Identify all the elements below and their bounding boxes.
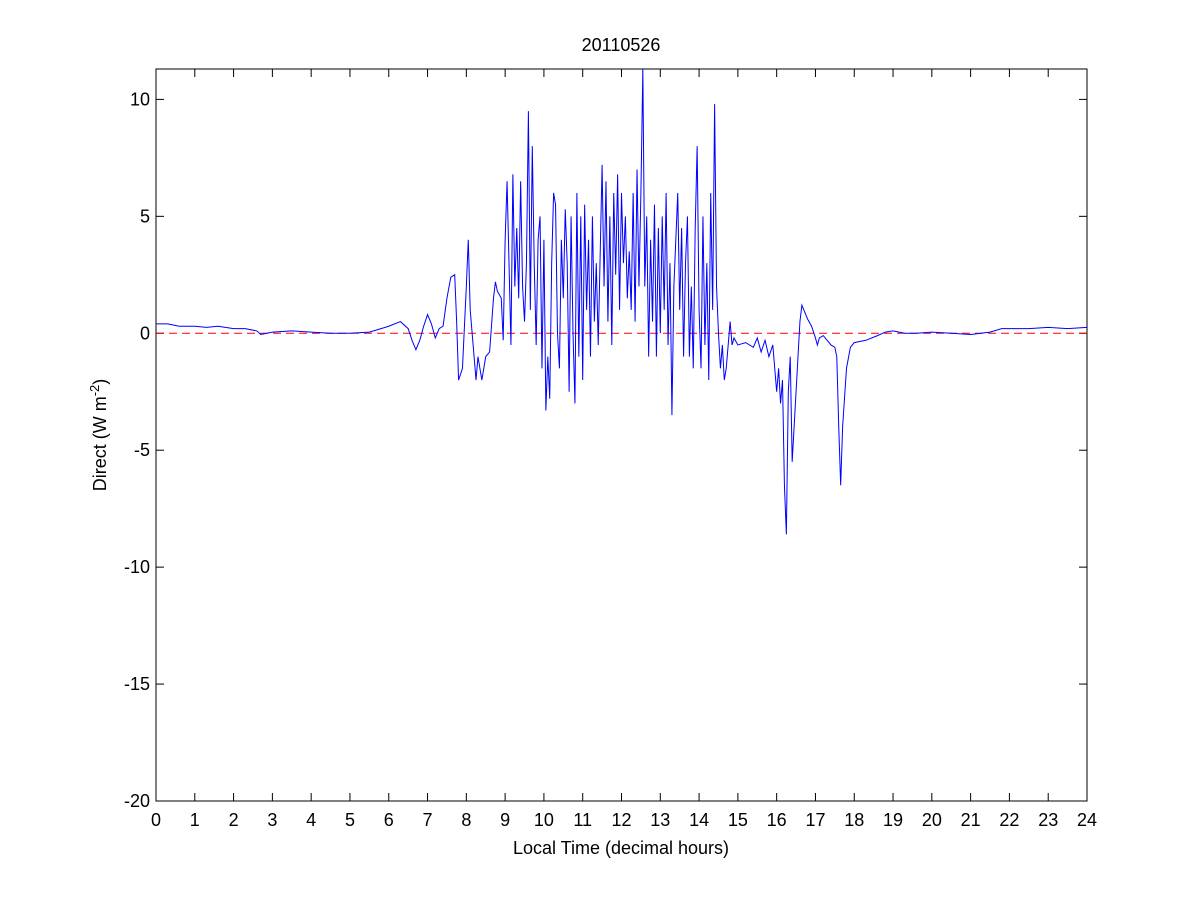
x-tick-label: 7 [423,810,433,830]
x-tick-label: 15 [728,810,748,830]
data-line [156,68,1088,535]
x-tick-label: 6 [384,810,394,830]
x-tick-label: 20 [922,810,942,830]
x-tick-label: 1 [190,810,200,830]
y-tick-label: -10 [124,557,150,577]
x-tick-label: 23 [1038,810,1058,830]
y-tick-label: 0 [140,323,150,343]
y-axis-label: Direct (W m-2) [87,379,110,492]
plot-area [155,68,1088,802]
x-tick-label: 21 [961,810,981,830]
y-tick-label: -20 [124,791,150,811]
y-label-tail: ) [90,379,110,385]
x-tick-label: 3 [267,810,277,830]
x-tick-label: 18 [844,810,864,830]
x-axis-label: Local Time (decimal hours) [513,838,729,858]
x-tick-label: 13 [650,810,670,830]
chart-title: 20110526 [582,35,661,55]
x-tick-label: 10 [534,810,554,830]
x-tick-label: 4 [306,810,316,830]
y-label-sup: -2 [87,385,102,397]
x-tick-label: 22 [999,810,1019,830]
x-tick-label: 19 [883,810,903,830]
x-tick-label: 8 [461,810,471,830]
x-tick-label: 12 [611,810,631,830]
x-tick-label: 16 [767,810,787,830]
y-tick-label: 5 [140,206,150,226]
x-tick-label: 17 [805,810,825,830]
y-tick-label: -15 [124,674,150,694]
y-label-text: Direct (W m [90,396,110,491]
x-tick-label: 11 [573,810,592,830]
y-tick-label: -5 [134,440,150,460]
x-tick-label: 5 [345,810,355,830]
x-tick-label: 24 [1077,810,1097,830]
x-tick-label: 14 [689,810,709,830]
x-tick-label: 9 [500,810,510,830]
y-tick-label: 10 [130,89,150,109]
x-tick-label: 0 [151,810,161,830]
x-tick-label: 2 [229,810,239,830]
